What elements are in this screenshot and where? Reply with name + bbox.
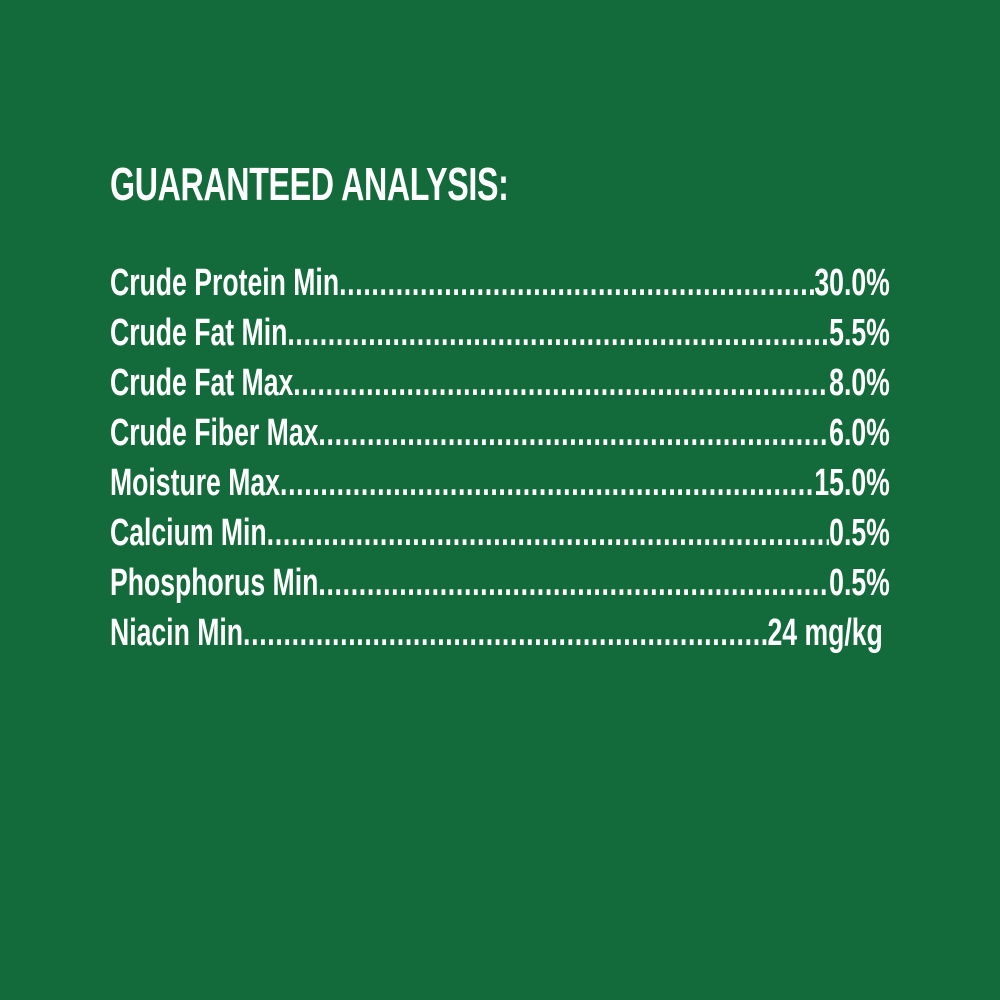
guaranteed-analysis-panel: GUARANTEED ANALYSIS: Crude Protein Min 30… bbox=[110, 158, 890, 658]
analysis-row: Crude Fiber Max 6.0% bbox=[110, 408, 890, 458]
analysis-row: Crude Fat Max 8.0% bbox=[110, 358, 890, 408]
row-value: 8.0% bbox=[829, 362, 890, 404]
analysis-row: Niacin Min 24 mg/kg bbox=[110, 608, 883, 658]
row-value: 24 mg/kg bbox=[767, 612, 883, 654]
panel-title: GUARANTEED ANALYSIS: bbox=[110, 158, 509, 210]
row-value: 0.5% bbox=[829, 512, 890, 554]
row-label: Crude Fat Min bbox=[110, 312, 288, 354]
dot-leader bbox=[267, 508, 829, 558]
dot-leader bbox=[293, 358, 829, 408]
row-label: Moisture Max bbox=[110, 462, 280, 504]
row-value: 6.0% bbox=[829, 412, 890, 454]
dot-leader bbox=[287, 308, 829, 358]
row-value: 15.0% bbox=[814, 462, 890, 504]
analysis-row: Calcium Min 0.5% bbox=[110, 508, 890, 558]
dot-leader bbox=[339, 258, 814, 308]
row-value: 5.5% bbox=[829, 312, 890, 354]
row-label: Phosphorus Min bbox=[110, 562, 319, 604]
analysis-row: Moisture Max 15.0% bbox=[110, 458, 890, 508]
row-label: Niacin Min bbox=[110, 612, 244, 654]
row-value: 30.0% bbox=[814, 262, 890, 304]
dot-leader bbox=[318, 408, 829, 458]
analysis-row: Crude Protein Min 30.0% bbox=[110, 258, 890, 308]
analysis-row: Phosphorus Min 0.5% bbox=[110, 558, 890, 608]
row-value: 0.5% bbox=[829, 562, 890, 604]
dot-leader bbox=[318, 558, 829, 608]
dot-leader bbox=[280, 458, 814, 508]
dot-leader bbox=[243, 608, 767, 658]
row-label: Crude Protein Min bbox=[110, 262, 340, 304]
row-label: Crude Fiber Max bbox=[110, 412, 319, 454]
row-label: Calcium Min bbox=[110, 512, 267, 554]
row-label: Crude Fat Max bbox=[110, 362, 294, 404]
analysis-row: Crude Fat Min 5.5% bbox=[110, 308, 890, 358]
